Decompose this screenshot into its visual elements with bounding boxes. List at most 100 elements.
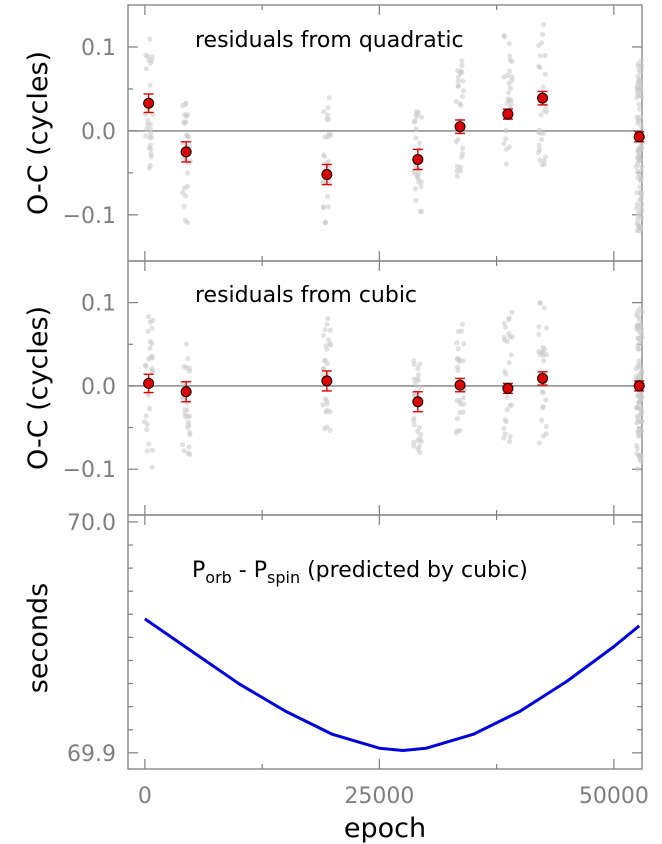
data-point — [142, 362, 149, 368]
data-point — [147, 82, 153, 88]
data-point — [638, 453, 645, 459]
data-point — [541, 346, 548, 352]
data-point — [143, 133, 149, 139]
data-point — [144, 126, 150, 132]
panel-residuals-quadratic: residuals from quadratic O-C (cycles) 0.… — [23, 4, 645, 262]
data-point — [181, 112, 188, 118]
data-point — [183, 365, 190, 371]
data-point — [415, 179, 422, 185]
data-point — [324, 321, 330, 327]
annotation-rest: (predicted by cubic) — [300, 558, 528, 583]
data-point — [507, 85, 514, 91]
annotation-minus-p: - P — [232, 558, 267, 583]
data-point — [538, 112, 544, 118]
data-point — [187, 451, 193, 457]
y-tick-label: −0.1 — [63, 204, 116, 229]
data-point — [540, 358, 547, 364]
data-point — [184, 424, 191, 431]
data-point — [417, 361, 423, 367]
data-point — [414, 172, 420, 178]
y-tick-label: 0.0 — [81, 120, 116, 145]
y-tick-label: 0.1 — [81, 292, 116, 317]
annotation-sub-spin: spin — [267, 568, 300, 587]
data-point — [504, 394, 510, 401]
data-point — [501, 140, 507, 147]
data-point — [411, 376, 417, 382]
data-point — [144, 426, 150, 433]
data-point — [324, 424, 330, 430]
data-point — [413, 135, 419, 141]
data-point — [182, 407, 188, 413]
data-point — [506, 68, 513, 74]
data-point — [411, 443, 417, 449]
data-point — [457, 397, 463, 404]
data-point — [636, 400, 642, 406]
data-point — [541, 21, 547, 28]
data-point — [413, 126, 419, 132]
data-point — [507, 403, 513, 409]
data-point — [418, 183, 424, 190]
data-point — [537, 299, 543, 306]
binned-point — [502, 382, 514, 394]
data-point — [542, 52, 548, 59]
binned-point — [143, 97, 155, 109]
data-point — [327, 341, 333, 347]
data-point — [635, 466, 641, 472]
data-point — [535, 129, 542, 135]
data-point — [149, 340, 155, 346]
binned-point — [537, 372, 549, 384]
data-point — [543, 431, 549, 437]
data-point — [460, 78, 466, 84]
data-point — [637, 197, 643, 203]
data-point — [539, 40, 545, 46]
data-point — [454, 340, 460, 346]
y-tick-label: −0.1 — [63, 458, 116, 483]
data-point — [320, 402, 326, 408]
data-point — [636, 317, 643, 323]
data-point — [459, 151, 465, 157]
data-point — [321, 108, 327, 115]
data-point — [416, 384, 422, 390]
data-point — [539, 31, 546, 38]
data-point — [181, 203, 187, 210]
data-point — [149, 54, 155, 60]
data-point — [415, 372, 422, 378]
data-point — [320, 366, 327, 372]
data-point — [540, 84, 546, 90]
data-point — [508, 101, 514, 107]
data-point — [638, 331, 645, 337]
data-point — [537, 53, 543, 59]
data-point — [536, 142, 542, 149]
panel-period-difference: Porb - Pspin (predicted by cubic) second… — [23, 511, 649, 809]
data-point — [543, 325, 550, 331]
data-point — [145, 117, 151, 123]
data-point — [412, 380, 418, 387]
data-point — [509, 309, 515, 315]
binned-point — [143, 377, 155, 389]
data-point — [502, 431, 508, 437]
binned-point — [454, 379, 466, 391]
data-point — [324, 116, 330, 122]
data-point — [638, 123, 644, 129]
data-point — [501, 320, 507, 326]
series-line — [144, 617, 641, 753]
data-point — [543, 351, 550, 358]
data-point — [455, 346, 461, 352]
binned-point — [180, 146, 192, 158]
data-point — [638, 168, 645, 174]
data-point — [501, 74, 507, 80]
binned-point — [321, 375, 333, 387]
data-point — [327, 327, 333, 333]
data-point — [458, 164, 464, 170]
data-point — [144, 421, 151, 427]
y-axis-label: O-C (cycles) — [23, 306, 54, 470]
data-point — [458, 68, 464, 74]
data-point — [538, 136, 545, 143]
x-tick-label: 25000 — [344, 784, 414, 809]
data-point — [460, 358, 466, 364]
data-point — [144, 448, 150, 454]
data-point — [541, 305, 547, 311]
data-point — [146, 165, 152, 171]
data-point — [634, 420, 640, 426]
